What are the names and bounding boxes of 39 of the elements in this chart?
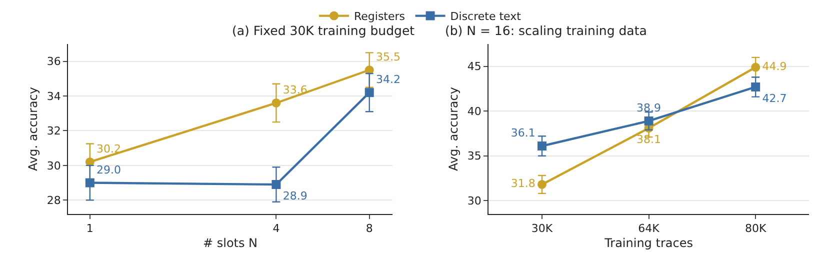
x-tick-label: 1	[86, 222, 94, 236]
x-tick-label: 80K	[744, 222, 767, 236]
chart-title: (a) Fixed 30K training budget	[232, 23, 415, 38]
point	[537, 180, 546, 189]
data-label: 28.9	[282, 189, 308, 202]
data-label: 38.9	[636, 102, 662, 115]
y-tick-label: 45	[467, 60, 482, 74]
legend-label: Registers	[354, 10, 406, 24]
data-label: 44.9	[762, 60, 787, 74]
data-label: 34.2	[376, 73, 400, 86]
y-axis-title: Avg. accuracy	[446, 87, 461, 171]
point	[751, 62, 760, 72]
y-tick-label: 32	[46, 124, 61, 138]
data-label: 35.5	[376, 50, 400, 64]
data-label: 31.8	[510, 177, 536, 190]
x-tick-label: 30K	[531, 222, 554, 236]
y-tick-label: 34	[46, 90, 61, 103]
x-axis-title: Training traces	[604, 236, 693, 250]
x-axis-title: # slots N	[202, 236, 258, 250]
y-tick-label: 35	[467, 150, 482, 163]
x-tick-label: 4	[272, 222, 280, 236]
y-tick-label: 28	[46, 194, 61, 207]
point	[644, 116, 654, 126]
y-tick-label: 36	[46, 55, 61, 68]
x-tick-label: 64K	[638, 222, 660, 236]
y-tick-label: 30	[46, 159, 61, 172]
data-label: 29.0	[96, 163, 122, 176]
data-label: 42.7	[762, 92, 787, 105]
y-tick-label: 40	[467, 104, 482, 118]
x-tick-label: 8	[366, 222, 373, 236]
point	[537, 142, 546, 150]
y-axis-title: Avg. accuracy	[26, 87, 40, 171]
data-label: 38.1	[636, 132, 662, 146]
legend-label: Discrete text	[450, 10, 522, 24]
chart-title: (b) N = 16: scaling training data	[445, 23, 647, 38]
data-label: 30.2	[96, 142, 122, 156]
data-label: 36.1	[510, 126, 536, 140]
point	[751, 82, 760, 92]
y-tick-label: 30	[467, 194, 482, 208]
